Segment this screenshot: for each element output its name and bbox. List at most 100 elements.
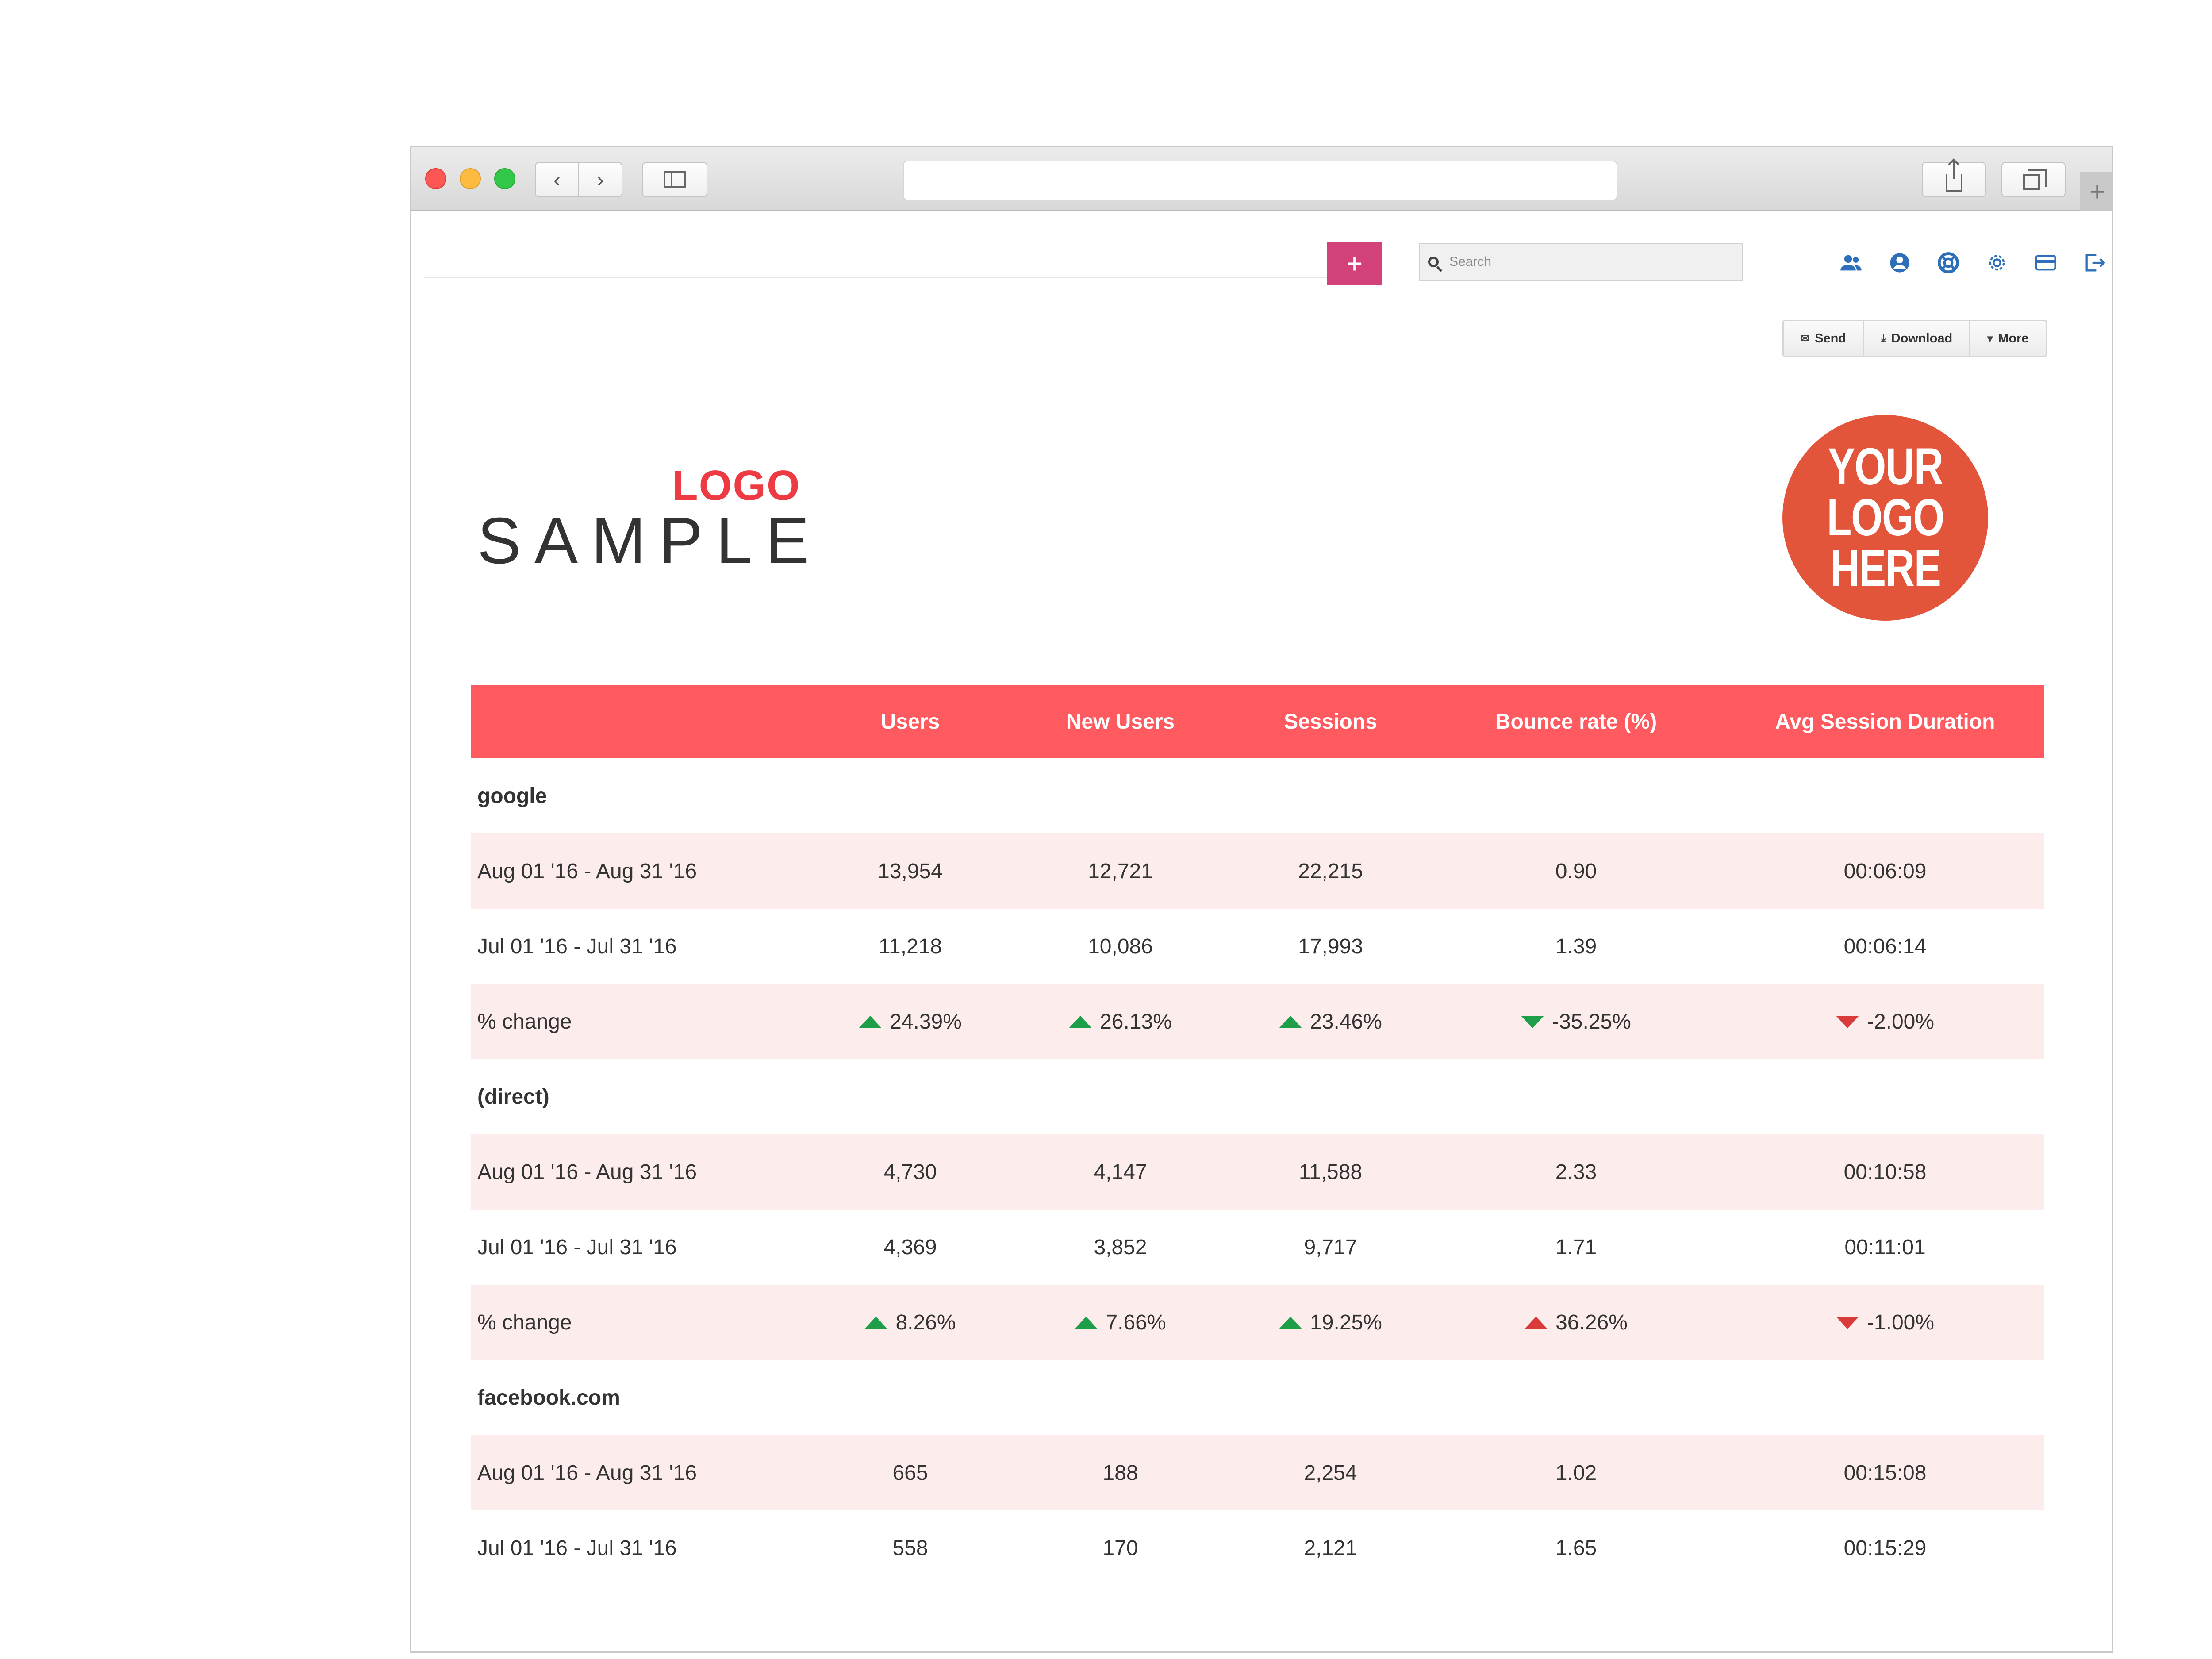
change-cell: 8.26% bbox=[825, 1310, 995, 1335]
column-header-new-users: New Users bbox=[1066, 710, 1175, 733]
change-value: -35.25% bbox=[1521, 1010, 1631, 1034]
table-cell: 2,254 bbox=[1304, 1461, 1357, 1485]
table-body: google Aug 01 '16 - Aug 31 '16 13,954 12,72… bbox=[471, 758, 2044, 1586]
change-cell: 19.25% bbox=[1245, 1310, 1416, 1335]
users-icon[interactable] bbox=[1827, 247, 1875, 278]
arrow-up-icon bbox=[1069, 1015, 1092, 1028]
table-cell: 665 bbox=[892, 1461, 928, 1485]
group-label: facebook.com bbox=[477, 1386, 620, 1409]
download-button[interactable]: ⤓ Download bbox=[1864, 321, 1971, 356]
search-field[interactable] bbox=[1419, 243, 1743, 281]
table-cell: 17,993 bbox=[1298, 934, 1363, 958]
browser-toolbar: ‹ › + bbox=[411, 147, 2112, 211]
forward-button[interactable]: › bbox=[578, 162, 622, 197]
group-row: facebook.com bbox=[471, 1360, 2044, 1435]
table-cell: 00:15:08 bbox=[1843, 1461, 1927, 1485]
envelope-icon: ✉ bbox=[1801, 332, 1810, 345]
browser-window: ‹ › + + bbox=[410, 146, 2113, 1653]
sample-word: SAMPLE bbox=[477, 504, 823, 577]
table-row: Jul 01 '16 - Jul 31 '16 558 170 2,121 1.65 00… bbox=[471, 1510, 2044, 1586]
change-cell: 26.13% bbox=[995, 1009, 1245, 1034]
change-value: -2.00% bbox=[1836, 1010, 1934, 1034]
close-window-button[interactable] bbox=[425, 168, 446, 189]
table-cell: 13,954 bbox=[878, 859, 943, 883]
report-table: Users New Users Sessions Bounce rate (%)… bbox=[471, 685, 2044, 1586]
change-cell: 7.66% bbox=[995, 1310, 1245, 1335]
change-cell: -2.00% bbox=[1736, 1009, 2034, 1034]
group-label: (direct) bbox=[477, 1085, 549, 1109]
sidebar-icon bbox=[664, 171, 686, 188]
table-row: Aug 01 '16 - Aug 31 '16 4,730 4,147 11,588 2… bbox=[471, 1134, 2044, 1210]
group-label: google bbox=[477, 784, 547, 808]
table-cell: 1.65 bbox=[1555, 1536, 1597, 1560]
search-input[interactable] bbox=[1449, 254, 1732, 269]
billing-icon[interactable] bbox=[2021, 247, 2070, 278]
arrow-up-icon bbox=[1075, 1316, 1098, 1329]
share-button[interactable] bbox=[1922, 161, 1986, 197]
table-cell: 9,717 bbox=[1304, 1235, 1357, 1259]
search-icon bbox=[1428, 257, 1439, 267]
row-label: Jul 01 '16 - Jul 31 '16 bbox=[477, 934, 677, 958]
change-value: 24.39% bbox=[859, 1010, 962, 1034]
more-button[interactable]: ▾ More bbox=[1970, 321, 2045, 356]
row-label: Aug 01 '16 - Aug 31 '16 bbox=[477, 1160, 697, 1184]
change-row: % change 24.39% 26.13% 23.46% -35.25% -2.00% bbox=[471, 984, 2044, 1059]
report-actions: ✉ Send ⤓ Download ▾ More bbox=[1782, 320, 2047, 357]
change-cell: -1.00% bbox=[1736, 1310, 2034, 1335]
tabs-icon bbox=[2023, 169, 2047, 190]
settings-icon[interactable] bbox=[1973, 247, 2021, 278]
header-icon-bar bbox=[1827, 247, 2112, 278]
table-cell: 1.71 bbox=[1555, 1235, 1597, 1259]
header-divider bbox=[424, 277, 1336, 278]
tab-overview-button[interactable] bbox=[2001, 162, 2066, 197]
change-percent: -2.00% bbox=[1866, 1010, 1935, 1034]
change-percent: -35.25% bbox=[1552, 1010, 1631, 1034]
table-cell: 2,121 bbox=[1304, 1536, 1357, 1560]
table-cell: 00:06:14 bbox=[1843, 934, 1927, 958]
add-button[interactable]: + bbox=[1327, 242, 1382, 285]
table-row: Aug 01 '16 - Aug 31 '16 665 188 2,254 1.02 00… bbox=[471, 1435, 2044, 1510]
table-row: Jul 01 '16 - Jul 31 '16 4,369 3,852 9,717 1.… bbox=[471, 1210, 2044, 1285]
table-cell: 0.90 bbox=[1555, 859, 1597, 883]
change-row: % change 8.26% 7.66% 19.25% 36.26% -1.00% bbox=[471, 1285, 2044, 1360]
chevron-right-icon: › bbox=[597, 168, 604, 191]
table-cell: 188 bbox=[1102, 1461, 1138, 1485]
account-icon[interactable] bbox=[1875, 247, 1924, 278]
table-cell: 22,215 bbox=[1298, 859, 1363, 883]
logout-icon[interactable] bbox=[2070, 247, 2112, 278]
send-label: Send bbox=[1815, 331, 1847, 346]
row-label: Aug 01 '16 - Aug 31 '16 bbox=[477, 859, 697, 883]
change-value: 8.26% bbox=[864, 1310, 956, 1335]
table-cell: 558 bbox=[892, 1536, 928, 1560]
table-cell: 4,730 bbox=[883, 1160, 937, 1184]
new-tab-button[interactable]: + bbox=[2080, 172, 2112, 211]
plus-icon: + bbox=[2089, 177, 2105, 207]
table-header: Users New Users Sessions Bounce rate (%)… bbox=[471, 685, 2044, 758]
row-label: % change bbox=[477, 1010, 572, 1033]
change-value: 7.66% bbox=[1075, 1310, 1166, 1335]
column-header-users: Users bbox=[880, 710, 940, 733]
table-cell: 11,588 bbox=[1298, 1160, 1363, 1184]
change-value: -1.00% bbox=[1836, 1310, 1934, 1335]
table-cell: 4,147 bbox=[1094, 1160, 1147, 1184]
table-cell: 11,218 bbox=[878, 934, 942, 958]
minimize-window-button[interactable] bbox=[460, 168, 481, 189]
group-row: (direct) bbox=[471, 1059, 2044, 1134]
arrow-up-icon bbox=[1279, 1316, 1302, 1329]
table-cell: 4,369 bbox=[883, 1235, 937, 1259]
sidebar-toggle-button[interactable] bbox=[642, 162, 707, 197]
help-icon[interactable] bbox=[1924, 247, 1973, 278]
logo-placeholder-text: YOUR LOGO HERE bbox=[1827, 438, 1944, 598]
row-label: Aug 01 '16 - Aug 31 '16 bbox=[477, 1461, 697, 1485]
back-button[interactable]: ‹ bbox=[535, 162, 579, 197]
change-percent: 8.26% bbox=[895, 1311, 956, 1335]
zoom-window-button[interactable] bbox=[494, 168, 515, 189]
table-cell: 3,852 bbox=[1094, 1235, 1147, 1259]
row-label: % change bbox=[477, 1310, 572, 1334]
send-button[interactable]: ✉ Send bbox=[1784, 321, 1865, 356]
change-percent: -1.00% bbox=[1866, 1311, 1935, 1335]
change-cell: 24.39% bbox=[825, 1009, 995, 1034]
change-value: 26.13% bbox=[1069, 1010, 1172, 1034]
arrow-up-icon bbox=[864, 1316, 888, 1329]
address-bar[interactable] bbox=[903, 161, 1617, 200]
